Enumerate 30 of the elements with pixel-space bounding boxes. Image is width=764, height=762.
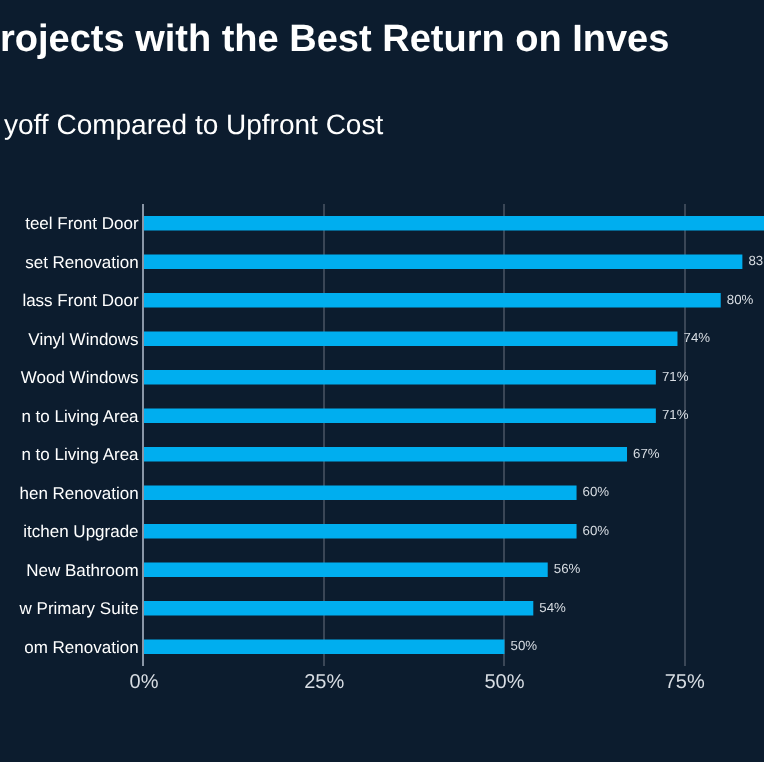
y-tick-label: n to Living Area	[21, 405, 140, 426]
bar	[144, 331, 678, 347]
bar	[144, 292, 721, 308]
bar	[144, 215, 764, 231]
y-tick-label: om Renovation	[24, 636, 140, 657]
chart-title: rojects with the Best Return on Inves	[0, 18, 670, 61]
y-tick-label: n to Living Area	[21, 444, 140, 465]
y-tick-label: teel Front Door	[25, 213, 139, 234]
bar	[144, 369, 656, 385]
x-tick-label: 0%	[129, 672, 159, 694]
bar	[144, 600, 534, 616]
y-tick-label: w Primary Suite	[17, 598, 140, 619]
y-tick-label: Vinyl Windows	[28, 328, 139, 349]
x-tick-label: 75%	[664, 672, 705, 694]
bar	[144, 562, 548, 578]
x-tick-label: 50%	[484, 672, 525, 694]
y-tick-label: lass Front Door	[22, 290, 139, 311]
y-tick-label: Wood Windows	[20, 367, 139, 388]
y-tick-label: itchen Upgrade	[23, 521, 140, 542]
x-tick-label: 25%	[304, 672, 345, 694]
y-tick-label: set Renovation	[25, 251, 140, 272]
bar	[144, 639, 505, 655]
bar	[144, 523, 577, 539]
bar	[144, 446, 628, 462]
y-tick-label: New Bathroom	[26, 559, 139, 580]
bar	[144, 408, 656, 424]
y-tick-label: hen Renovation	[19, 482, 140, 503]
chart-subtitle: yoff Compared to Upfront Cost	[4, 108, 384, 140]
bar	[144, 254, 743, 270]
bar	[144, 485, 577, 501]
